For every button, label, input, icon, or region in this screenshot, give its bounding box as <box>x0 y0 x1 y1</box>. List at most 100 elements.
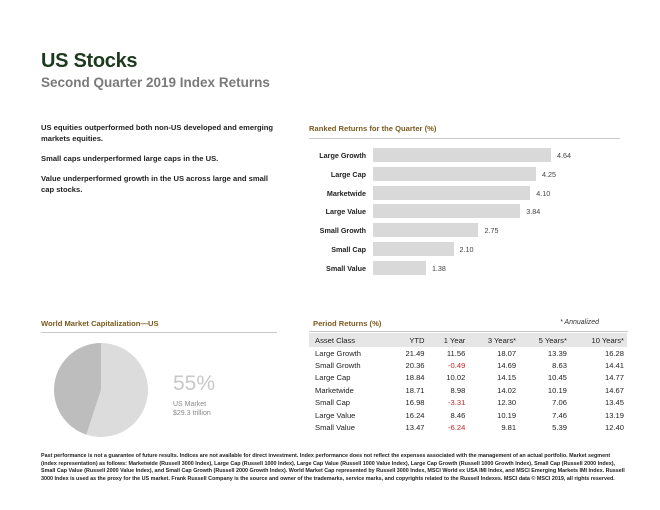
page-subtitle: Second Quarter 2019 Index Returns <box>41 75 270 90</box>
return-cell: 14.67 <box>604 385 624 395</box>
bar-value-label: 4.25 <box>542 169 557 179</box>
bar-value-label: 2.10 <box>459 244 474 254</box>
bar-category-label: Small Growth <box>319 226 366 236</box>
return-cell: 18.71 <box>405 385 425 395</box>
return-cell: 13.19 <box>604 410 624 420</box>
bar-category-label: Large Value <box>325 207 366 217</box>
return-cell: 14.41 <box>604 361 624 371</box>
table-row: Small Value 13.47 -6.24 9.81 5.39 12.40 <box>309 421 627 433</box>
ranked-returns-title: Ranked Returns for the Quarter (%) <box>309 124 437 133</box>
page-title: US Stocks <box>41 50 138 72</box>
table-header-row: Asset Class YTD 1 Year 3 Years* 5 Years* 10 Y… <box>309 333 627 347</box>
return-cell: 14.69 <box>497 361 517 371</box>
column-header: 1 Year <box>427 333 469 347</box>
return-cell: 7.46 <box>552 410 567 420</box>
bar-value-label: 4.10 <box>536 188 551 198</box>
asset-class-cell: Large Value <box>315 410 356 420</box>
bar <box>373 185 531 200</box>
bar <box>373 148 551 162</box>
return-cell: 5.39 <box>552 423 567 433</box>
return-cell: 7.06 <box>552 398 567 408</box>
period-returns-rule <box>309 331 628 332</box>
return-cell: 14.15 <box>497 373 517 383</box>
table-row: Large Growth 21.49 11.56 18.07 13.39 16.28 <box>309 347 627 359</box>
column-header: YTD <box>390 333 428 347</box>
bar-row: Large Growth 4.64 <box>298 146 628 165</box>
bar-row: Large Value 3.84 <box>298 202 628 221</box>
us-market-label: US Market $29.3 trillion <box>173 400 211 418</box>
column-header: 10 Years* <box>569 333 627 347</box>
bar-value-label: 4.64 <box>557 151 571 160</box>
return-cell: 8.63 <box>552 361 567 371</box>
asset-class-cell: Small Growth <box>315 361 361 371</box>
bar-value-label: 1.38 <box>431 263 446 273</box>
bar-row: Marketwide 4.10 <box>298 184 628 203</box>
disclaimer-footnote: Past performance is not a guarantee of f… <box>41 453 625 483</box>
return-cell: 10.45 <box>547 373 567 383</box>
bar-value-label: 2.75 <box>484 226 499 236</box>
return-cell: 10.19 <box>497 410 517 420</box>
return-cell: 14.77 <box>604 373 624 383</box>
return-cell: -3.31 <box>448 398 466 408</box>
table-row: Large Cap 18.84 10.02 14.15 10.45 14.77 <box>309 372 627 384</box>
asset-class-cell: Small Value <box>315 423 355 433</box>
bar-category-label: Large Growth <box>319 151 366 160</box>
return-cell: -0.49 <box>448 361 466 371</box>
table-row: Marketwide 18.71 8.98 14.02 10.19 14.67 <box>309 384 627 396</box>
return-cell: 12.30 <box>497 398 517 408</box>
world-cap-pie <box>54 342 158 443</box>
bar <box>373 260 426 275</box>
column-header: 3 Years* <box>468 333 520 347</box>
bar <box>373 166 537 181</box>
column-header: Asset Class <box>309 333 391 347</box>
table-row: Small Cap 16.98 -3.31 12.30 7.06 13.45 <box>309 397 627 409</box>
return-cell: 8.98 <box>450 385 466 395</box>
world-cap-title: World Market Capitalization—US <box>41 319 159 328</box>
summary-line: Small caps underperformed large caps in … <box>41 154 219 163</box>
bar <box>373 204 521 219</box>
return-cell: 20.36 <box>405 361 425 371</box>
return-cell: 16.24 <box>405 410 425 420</box>
summary-text: US equities outperformed both non-US dev… <box>41 122 281 204</box>
world-cap-rule <box>41 332 277 333</box>
bar <box>373 241 454 256</box>
period-returns-table: Asset Class YTD 1 Year 3 Years* 5 Years* 10 Y… <box>309 333 627 434</box>
return-cell: 11.56 <box>446 348 466 358</box>
return-cell: 16.98 <box>405 398 425 408</box>
ranked-returns-rule <box>309 138 620 139</box>
pie-chart <box>54 343 149 437</box>
return-cell: 13.45 <box>604 398 624 408</box>
annualized-note: * Annualized <box>560 319 600 326</box>
table-row: Large Value 16.24 8.46 10.19 7.46 13.19 <box>309 409 627 421</box>
asset-class-cell: Large Growth <box>315 348 362 358</box>
pie-slice-rest-of-world <box>54 343 101 435</box>
return-cell: 8.46 <box>450 410 466 420</box>
return-cell: 9.81 <box>501 423 517 433</box>
return-cell: 18.07 <box>497 348 517 358</box>
bar-category-label: Marketwide <box>326 188 366 198</box>
pie-slice-us <box>86 343 149 437</box>
return-cell: 10.19 <box>547 385 567 395</box>
return-cell: 14.02 <box>497 385 517 395</box>
asset-class-cell: Small Cap <box>315 398 351 408</box>
bar-row: Small Cap 2.10 <box>298 240 628 259</box>
bar-row: Small Value 1.38 <box>298 259 628 278</box>
asset-class-cell: Marketwide <box>315 385 354 395</box>
table-row: Small Growth 20.36 -0.49 14.69 8.63 14.41 <box>309 359 627 371</box>
return-cell: 21.49 <box>405 348 425 358</box>
bar-category-label: Small Cap <box>331 244 366 254</box>
return-cell: -6.24 <box>448 423 466 433</box>
return-cell: 13.39 <box>547 348 567 358</box>
bar-row: Small Growth 2.75 <box>298 221 628 240</box>
us-market-name: US Market <box>173 401 207 408</box>
period-returns-title: Period Returns (%) <box>313 319 382 328</box>
us-market-value: $29.3 trillion <box>173 410 211 417</box>
us-market-percent: 55% <box>173 372 216 395</box>
ranked-returns-chart: Large Growth 4.64 Large Cap 4.25 Marketwide 4… <box>298 146 628 278</box>
column-header: 5 Years* <box>519 333 570 347</box>
return-cell: 10.02 <box>446 373 466 383</box>
bar-value-label: 3.84 <box>526 207 541 217</box>
return-cell: 13.47 <box>405 423 425 433</box>
bar-category-label: Small Value <box>326 263 366 273</box>
return-cell: 18.84 <box>405 373 425 383</box>
